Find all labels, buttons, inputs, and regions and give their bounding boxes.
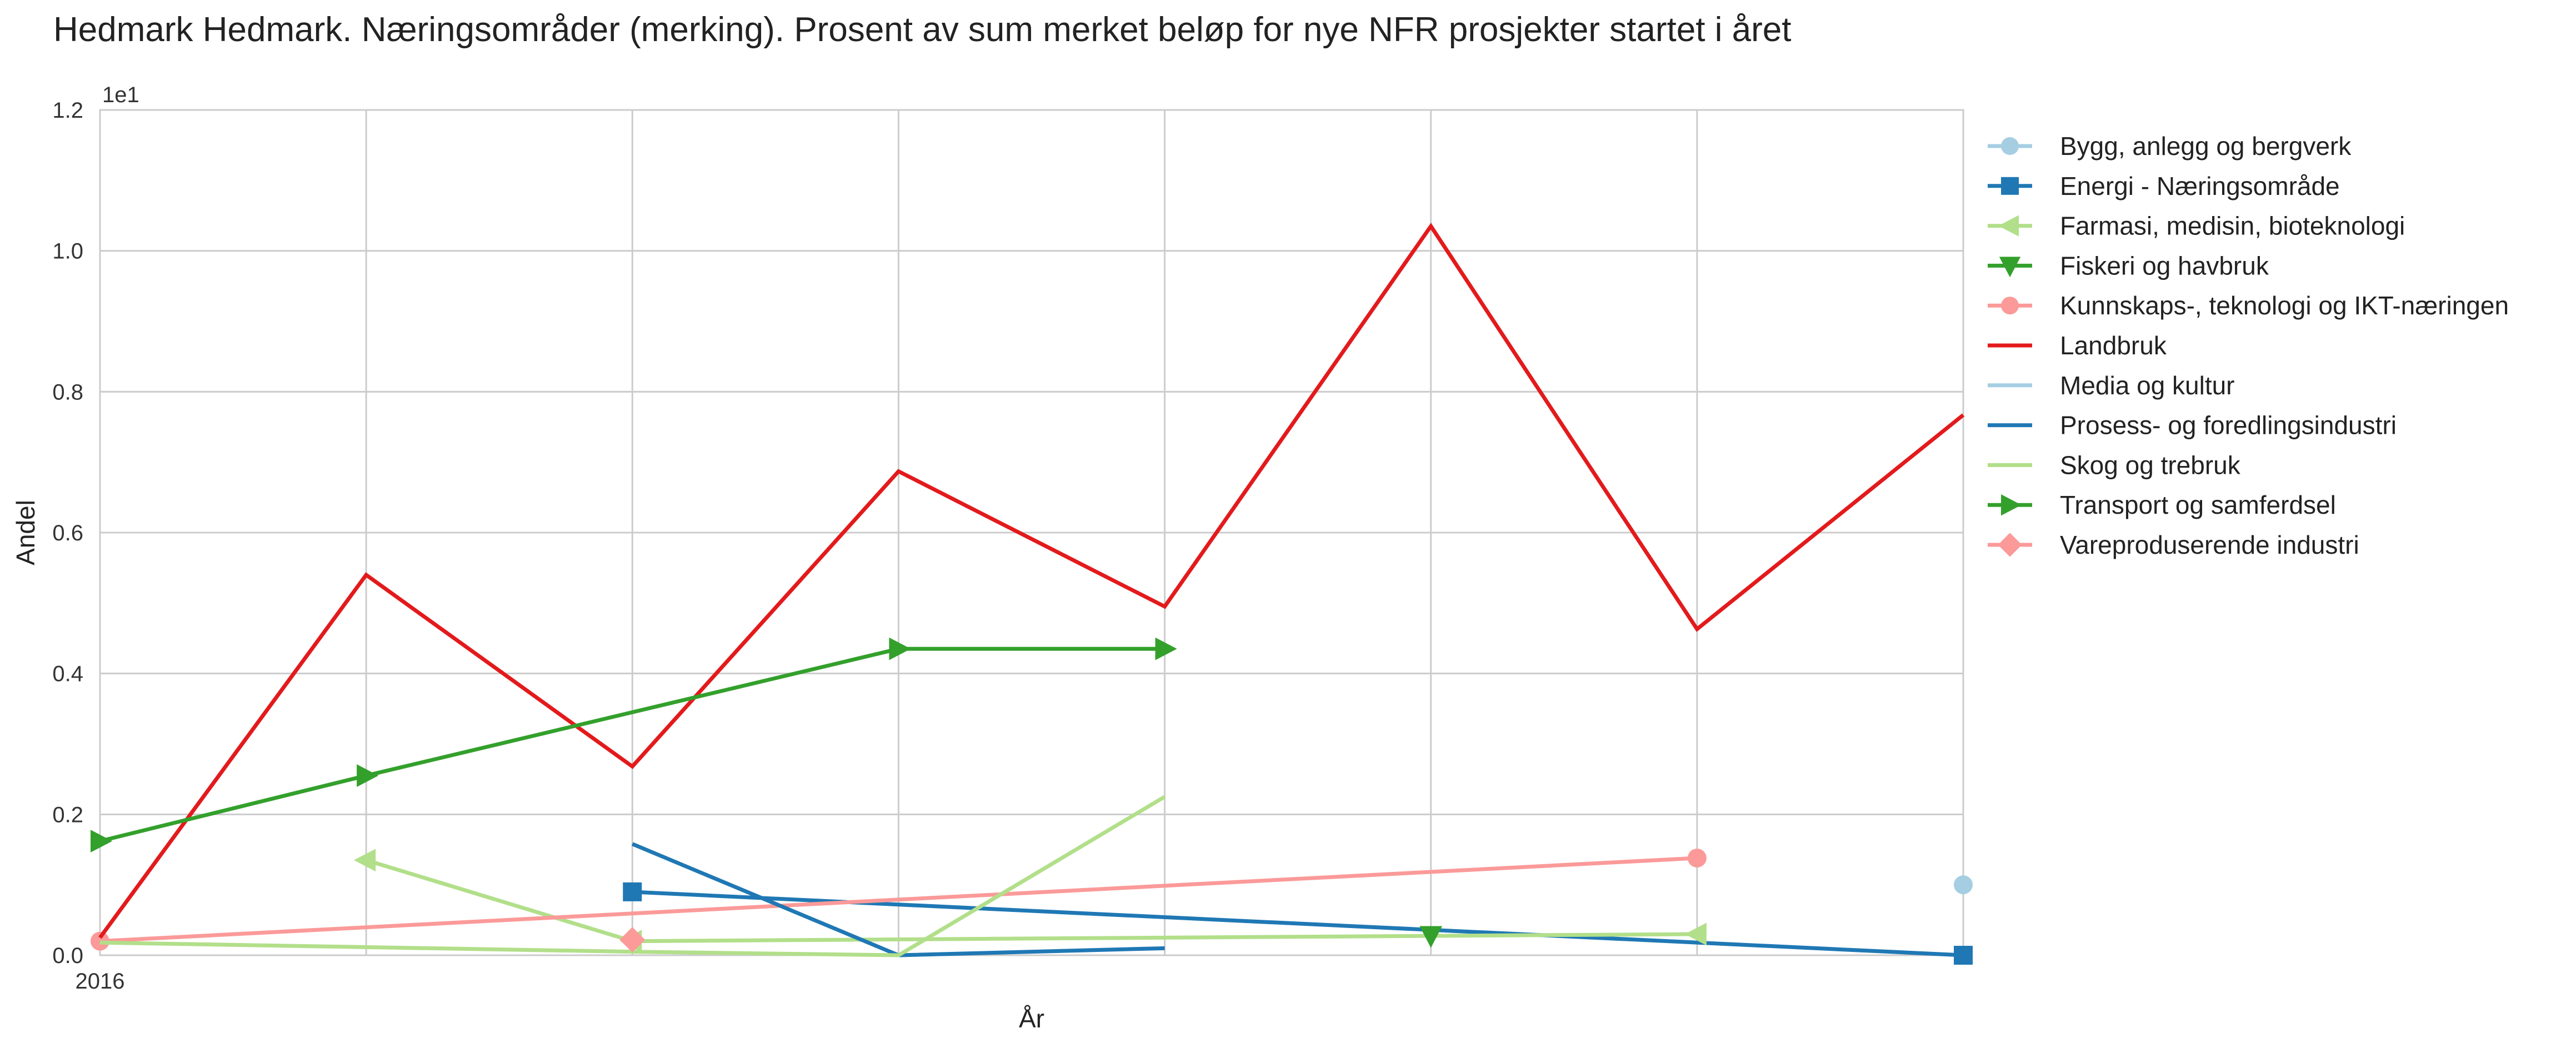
- data-point: [623, 882, 642, 901]
- series-line: [98, 223, 1965, 939]
- data-point: [1954, 946, 1973, 965]
- y-tick-label: 0.6: [52, 521, 83, 545]
- y-tick-label: 0.4: [52, 662, 83, 686]
- legend: Bygg, anlegg og bergverk Energi - Nærings…: [1988, 132, 2509, 559]
- series-line: [99, 795, 1166, 957]
- legend-label: Vareproduserende industri: [2060, 530, 2359, 559]
- y-scale-label: 1e1: [102, 83, 139, 107]
- data-point: [619, 927, 646, 953]
- legend-marker: [2001, 494, 2022, 516]
- legend-marker: [1998, 533, 2022, 557]
- y-tick-label: 0.2: [52, 803, 83, 827]
- series-line: [99, 856, 1698, 944]
- x-axis-title: År: [1019, 1004, 1044, 1033]
- axes: 0.0 0.2 0.4 0.6 0.8 1.0 1.2 1e1 2016 År Andel: [11, 83, 1044, 1033]
- data-point: [1155, 637, 1177, 660]
- data-point: [354, 849, 376, 872]
- data-point: [91, 931, 109, 951]
- data-point: [91, 830, 113, 853]
- plot-frame: [99, 109, 1964, 956]
- legend-marker: [2001, 297, 2019, 315]
- y-tick-label: 0.0: [52, 944, 83, 968]
- legend-marker: [1998, 215, 2019, 237]
- legend-label: Bygg, anlegg og bergverk: [2060, 132, 2352, 161]
- legend-label: Landbruk: [2060, 331, 2167, 360]
- data-point: [1954, 875, 1973, 895]
- y-tick-label: 1.0: [52, 239, 83, 264]
- grid-lines: [99, 109, 1964, 956]
- legend-marker: [2001, 177, 2019, 195]
- y-tick-label: 1.2: [52, 98, 83, 123]
- chart-title: Hedmark Hedmark. Næringsområder (merking…: [53, 11, 1792, 49]
- legend-label: Kunnskaps-, teknologi og IKT-næringen: [2060, 291, 2509, 320]
- legend-label: Transport og samferdsel: [2060, 490, 2336, 519]
- data-point: [889, 637, 911, 660]
- legend-label: Fiskeri og havbruk: [2060, 251, 2269, 280]
- data-point: [357, 764, 379, 787]
- legend-label: Energi - Næringsområde: [2060, 172, 2340, 200]
- series-line: [366, 858, 1697, 944]
- series-line: [99, 646, 1165, 843]
- legend-label: Media og kultur: [2060, 371, 2235, 400]
- legend-label: Farmasi, medisin, bioteknologi: [2060, 212, 2405, 240]
- legend-label: Skog og trebruk: [2060, 450, 2241, 479]
- y-axis-title: Andel: [11, 500, 40, 565]
- data-point: [1419, 926, 1443, 948]
- y-tick-label: 0.8: [52, 380, 83, 404]
- x-tick-label: 2016: [76, 969, 125, 994]
- legend-marker: [2001, 137, 2019, 155]
- series-lines: [91, 223, 1973, 965]
- data-point: [1684, 922, 1707, 946]
- legend-marker: [1999, 257, 2021, 278]
- legend-label: Prosess- og foredlingsindustri: [2060, 411, 2397, 440]
- data-point: [1687, 848, 1707, 868]
